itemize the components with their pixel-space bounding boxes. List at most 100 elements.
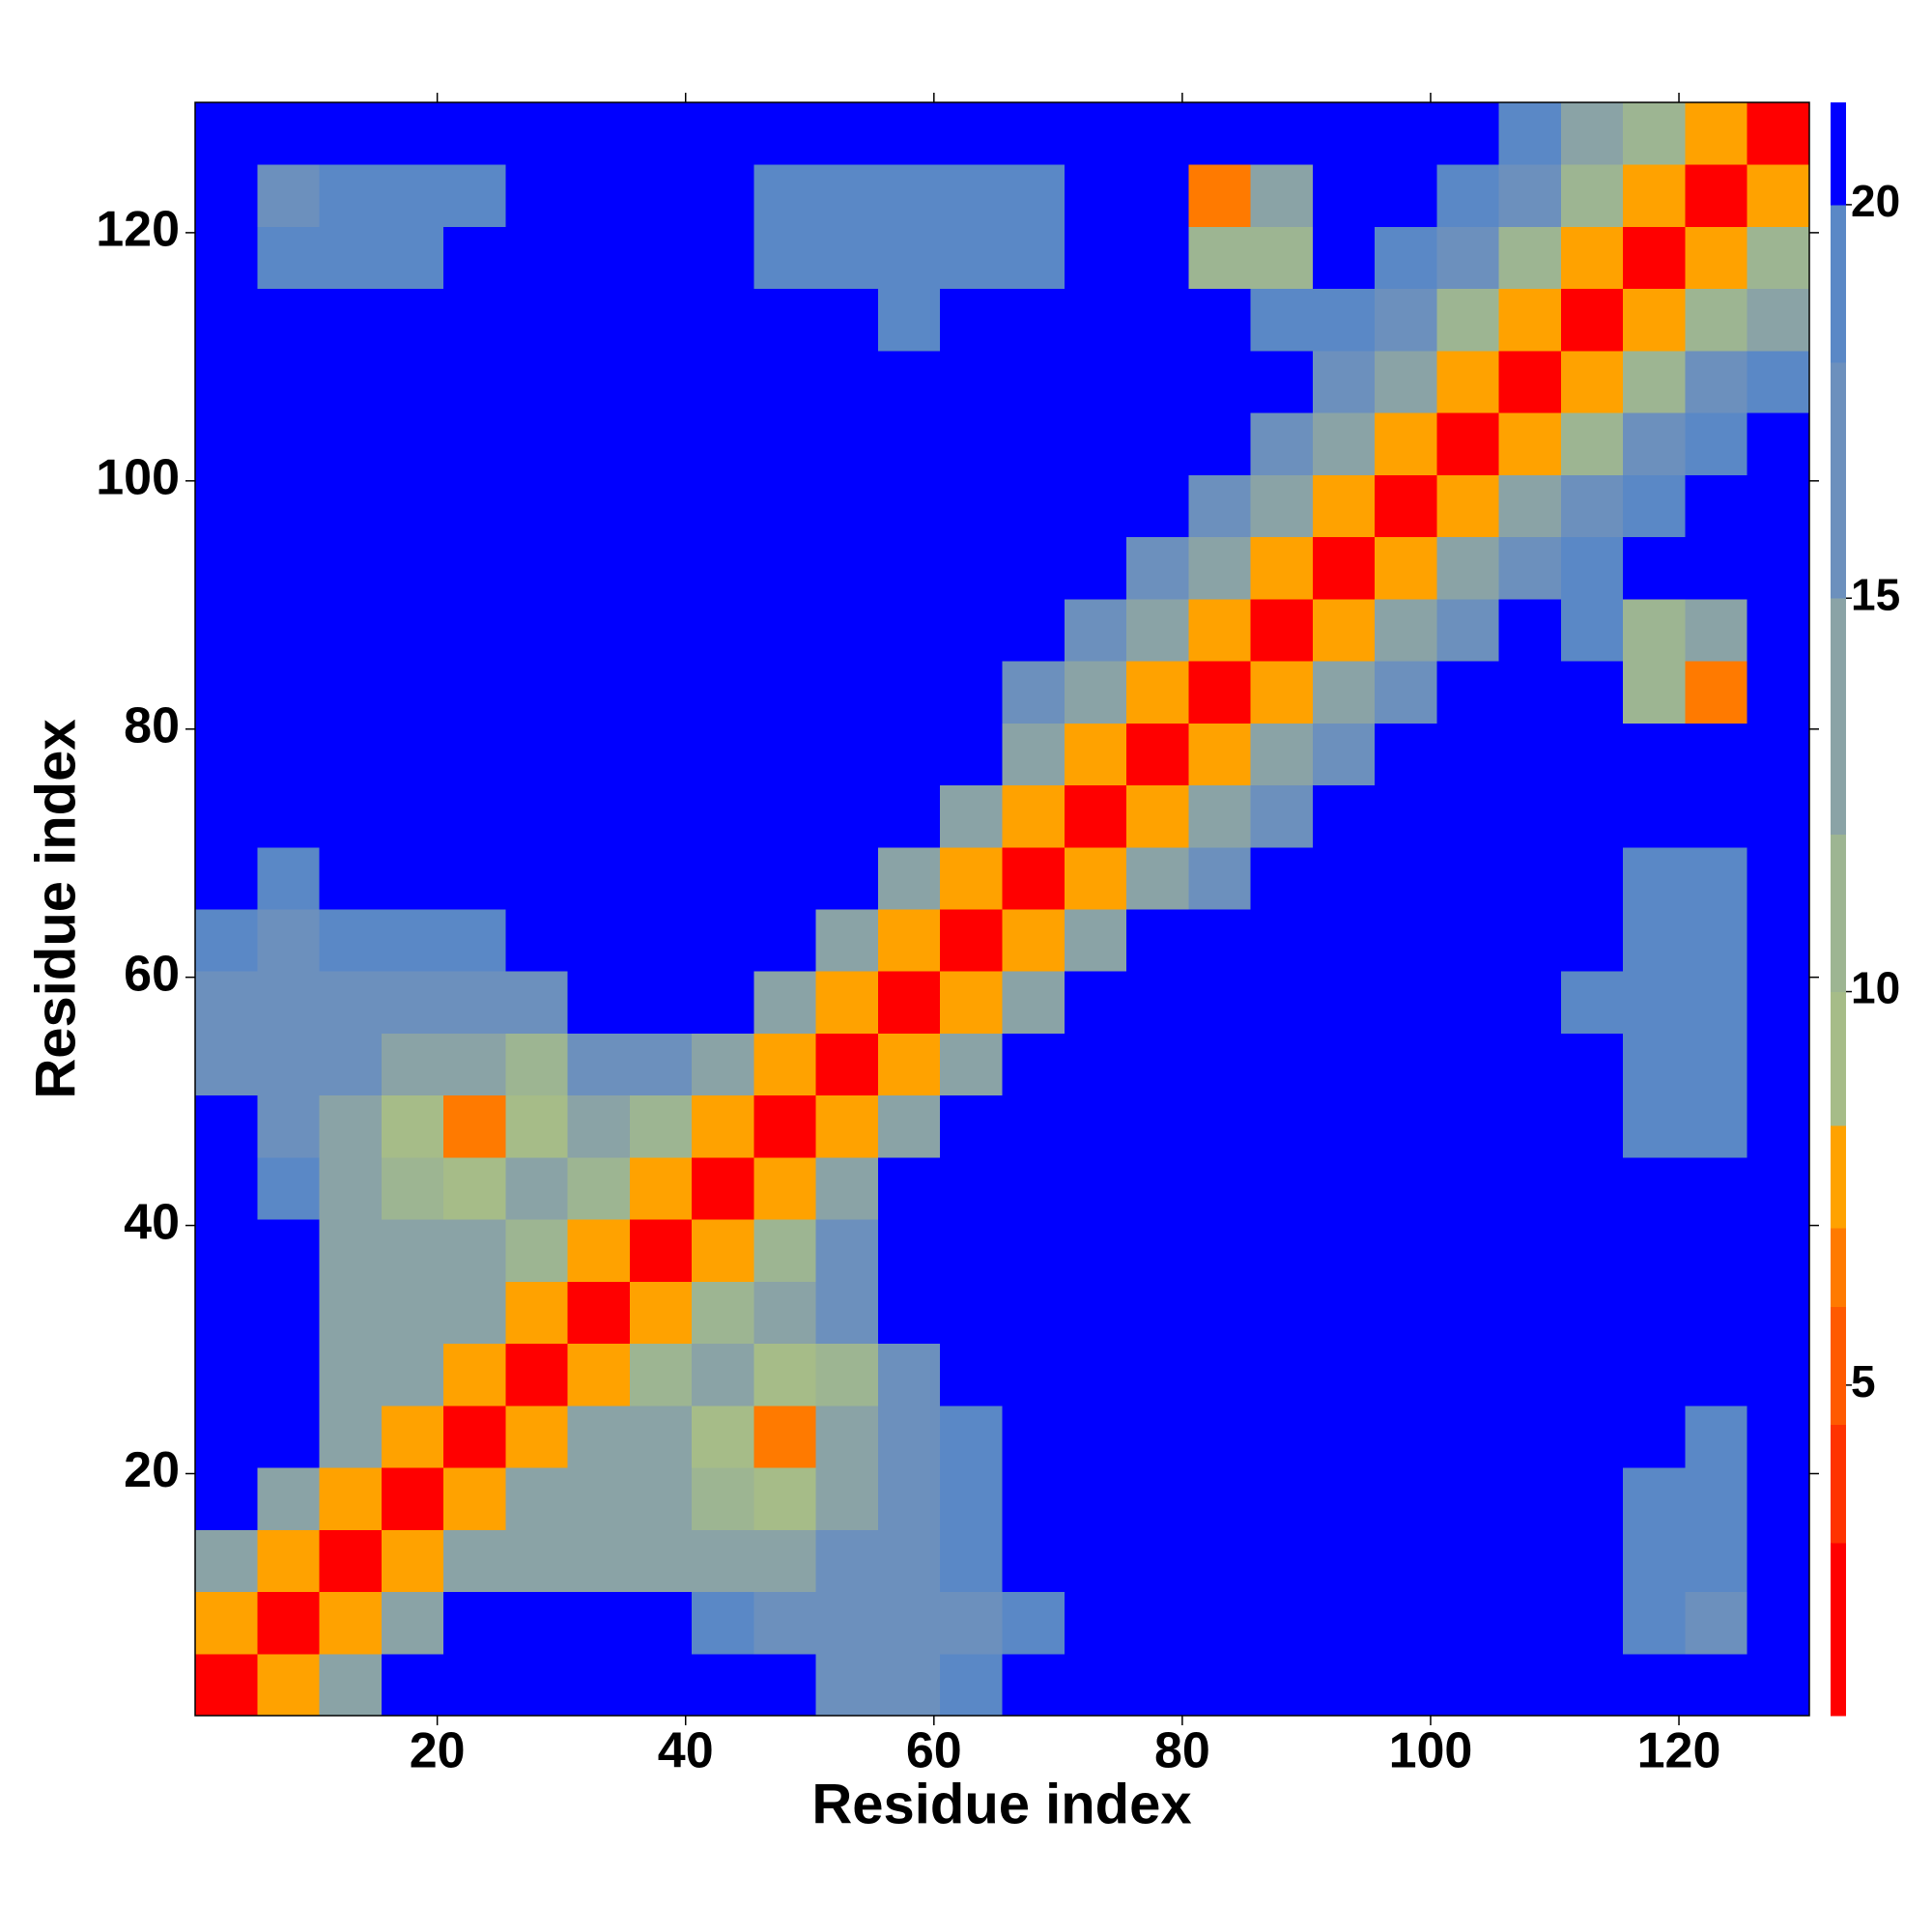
heatmap-cell — [1064, 1467, 1127, 1530]
heatmap-cell — [1126, 1529, 1189, 1593]
heatmap-cell — [1436, 661, 1500, 724]
heatmap-cell — [1560, 846, 1624, 910]
heatmap-cell — [815, 288, 879, 352]
heatmap-cell — [1498, 1033, 1562, 1096]
heatmap-cell — [1250, 661, 1314, 724]
heatmap-cell — [1623, 102, 1686, 165]
heatmap-cell — [940, 598, 1003, 662]
heatmap-cell — [692, 1219, 754, 1282]
heatmap-cell — [877, 846, 941, 910]
plot-frame — [194, 101, 1810, 1717]
heatmap-cell — [1188, 1343, 1252, 1406]
heatmap-cell — [1188, 350, 1252, 413]
heatmap-cell — [195, 1529, 258, 1593]
heatmap-cell — [1126, 288, 1189, 352]
heatmap-cell — [381, 723, 444, 786]
heatmap-cell — [1188, 1281, 1252, 1345]
heatmap-cell — [629, 909, 693, 972]
heatmap-cell — [1002, 474, 1065, 538]
heatmap-cell — [629, 971, 693, 1034]
heatmap-cell — [1126, 1405, 1189, 1468]
heatmap-cell — [1560, 909, 1624, 972]
colorbar-segment — [1831, 991, 1846, 1126]
heatmap-cell — [567, 1405, 631, 1468]
heatmap-cell — [443, 1094, 506, 1158]
heatmap-cell — [257, 661, 321, 724]
heatmap-cell — [1250, 1156, 1314, 1220]
heatmap-cell — [1126, 971, 1189, 1034]
heatmap-cell — [1375, 661, 1437, 724]
heatmap-cell — [1312, 1033, 1376, 1096]
heatmap-cell — [1250, 784, 1314, 848]
heatmap-cell — [381, 909, 444, 972]
heatmap-cell — [1375, 412, 1437, 475]
heatmap-cell — [1498, 909, 1562, 972]
heatmap-cell — [1623, 1529, 1686, 1593]
heatmap-cell — [1498, 474, 1562, 538]
heatmap-cell — [877, 1591, 941, 1655]
heatmap-cell — [567, 784, 631, 848]
heatmap-cell — [1064, 102, 1127, 165]
heatmap-cell — [1498, 350, 1562, 413]
heatmap-cell — [319, 1405, 383, 1468]
heatmap-cell — [567, 909, 631, 972]
heatmap-cell — [1747, 661, 1810, 724]
heatmap-cell — [1623, 474, 1686, 538]
heatmap-cell — [877, 1653, 941, 1717]
heatmap-cell — [1747, 1219, 1810, 1282]
heatmap-cell — [753, 1343, 817, 1406]
heatmap-cell — [1002, 1281, 1065, 1345]
heatmap-cell — [1250, 164, 1314, 227]
heatmap-cell — [1685, 1094, 1748, 1158]
heatmap-cell — [1312, 784, 1376, 848]
heatmap-cell — [1064, 723, 1127, 786]
heatmap-cell — [505, 723, 569, 786]
heatmap-cell — [1250, 1219, 1314, 1282]
heatmap-cell — [629, 723, 693, 786]
heatmap-cell — [877, 661, 941, 724]
heatmap-cell — [815, 723, 879, 786]
heatmap-cell — [443, 412, 506, 475]
heatmap-cell — [1498, 1405, 1562, 1468]
heatmap-cell — [257, 164, 321, 227]
heatmap-cell — [815, 474, 879, 538]
heatmap-cell — [877, 412, 941, 475]
heatmap-cell — [815, 412, 879, 475]
heatmap-cell — [815, 102, 879, 165]
heatmap-cell — [1560, 226, 1624, 290]
heatmap-cell — [1188, 846, 1252, 910]
heatmap-cell — [1002, 846, 1065, 910]
colorbar-tick-label: 15 — [1851, 569, 1900, 619]
heatmap-cell — [1250, 1529, 1314, 1593]
heatmap-cell — [257, 598, 321, 662]
heatmap-cell — [1375, 1219, 1437, 1282]
heatmap-cell — [1312, 164, 1376, 227]
heatmap-cell — [1312, 1591, 1376, 1655]
heatmap-cell — [567, 288, 631, 352]
heatmap-cell — [629, 598, 693, 662]
heatmap-cell — [1747, 1156, 1810, 1220]
heatmap-cell — [1064, 350, 1127, 413]
heatmap-cell — [1002, 971, 1065, 1034]
heatmap-cell — [567, 1529, 631, 1593]
heatmap-cell — [319, 288, 383, 352]
heatmap-cell — [381, 1281, 444, 1345]
heatmap-cell — [1685, 164, 1748, 227]
heatmap-cell — [1747, 1529, 1810, 1593]
heatmap-cell — [381, 412, 444, 475]
heatmap-cell — [877, 1405, 941, 1468]
heatmap-cell — [1747, 412, 1810, 475]
heatmap-cell — [1002, 1591, 1065, 1655]
heatmap-cell — [1002, 598, 1065, 662]
heatmap-cell — [629, 1033, 693, 1096]
heatmap-cell — [1312, 598, 1376, 662]
heatmap-cell — [443, 598, 506, 662]
heatmap-cell — [381, 971, 444, 1034]
y-tick-label: 80 — [124, 697, 180, 753]
heatmap-cell — [1250, 1343, 1314, 1406]
heatmap-cell — [1064, 1281, 1127, 1345]
heatmap-cell — [1188, 164, 1252, 227]
heatmap-cell — [257, 846, 321, 910]
heatmap-cell — [1126, 1156, 1189, 1220]
